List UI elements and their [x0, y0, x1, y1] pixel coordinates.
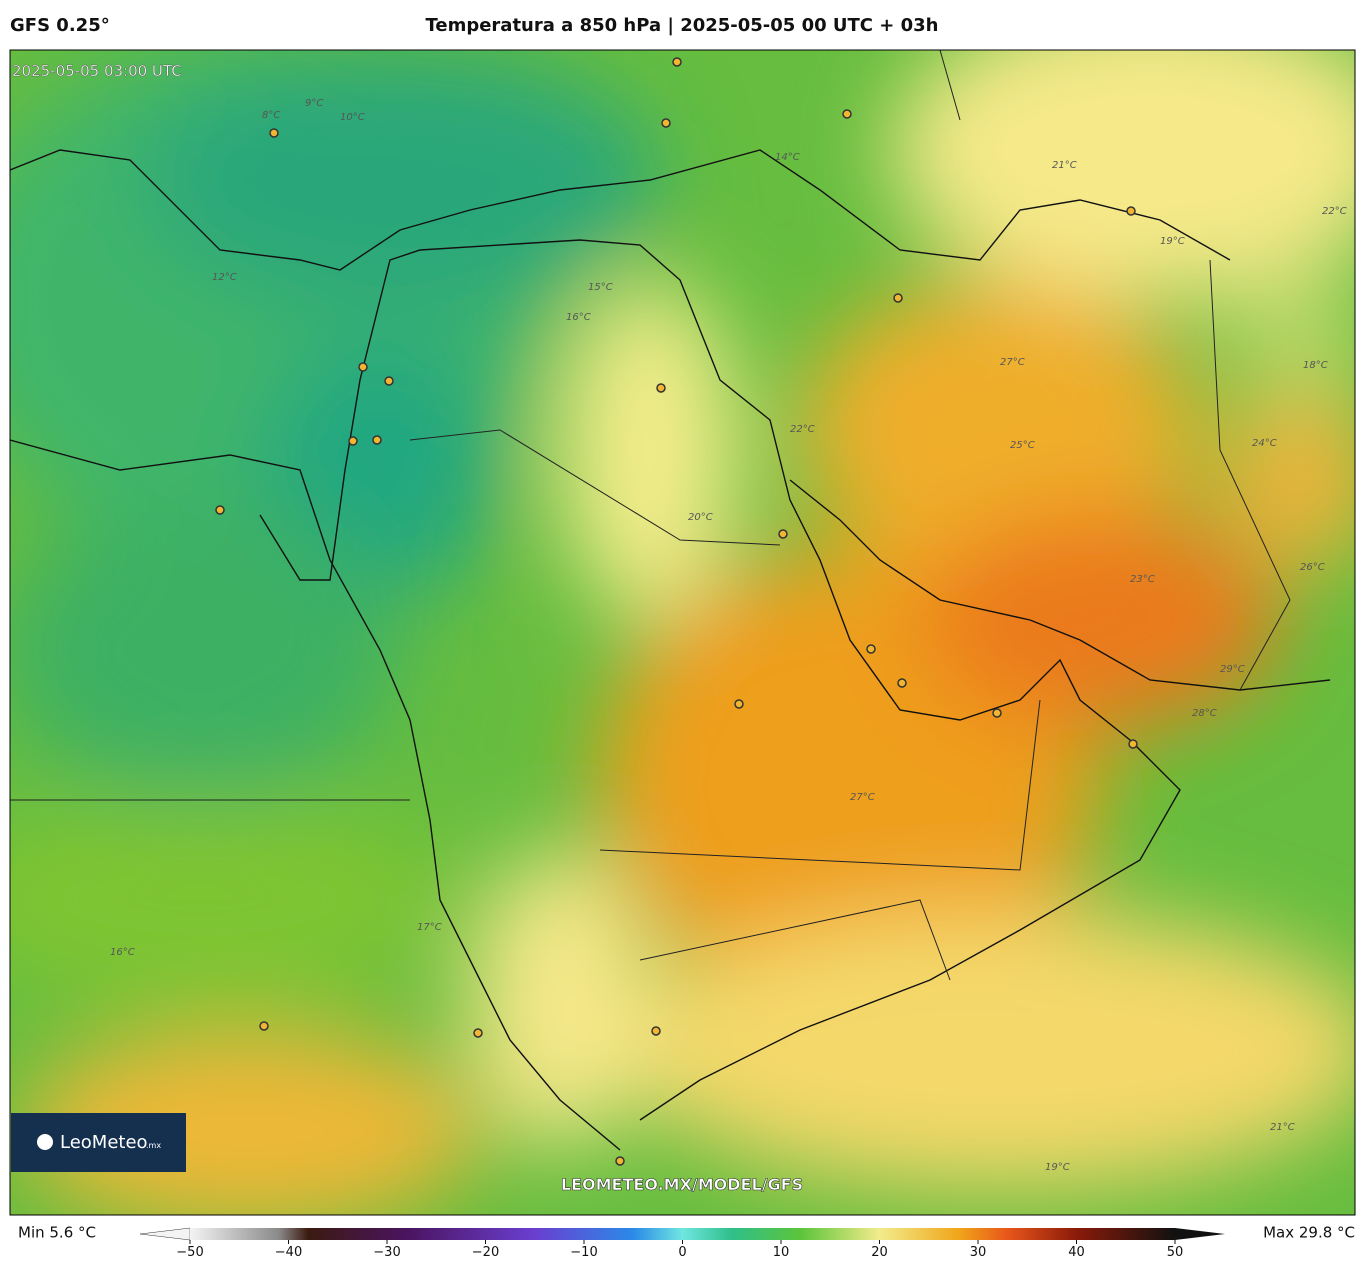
contour-label: 19°C — [1045, 1162, 1070, 1173]
contour-label: 29°C — [1220, 664, 1245, 675]
colorbar-tick-label: −30 — [373, 1245, 400, 1260]
valid-time: 2025-05-05 03:00 UTC — [12, 62, 182, 80]
contour-label: 12°C — [212, 272, 237, 283]
colorbar-tick-label: −50 — [176, 1245, 203, 1260]
logo: LeoMeteo .mx — [11, 1113, 186, 1172]
contour-label: 19°C — [1160, 236, 1185, 247]
contour-label: 25°C — [1010, 440, 1035, 451]
contour-label: 16°C — [110, 947, 135, 958]
contour-label: 21°C — [1270, 1122, 1295, 1133]
colorbar-tick-label: −20 — [472, 1245, 499, 1260]
contour-label: 10°C — [340, 112, 365, 123]
coastline — [10, 149, 1231, 271]
contour-label: 22°C — [1322, 206, 1347, 217]
contour-label: 14°C — [775, 152, 800, 163]
contour-label: 20°C — [688, 512, 713, 523]
coastline — [259, 239, 1181, 1121]
contour-label: 17°C — [417, 922, 442, 933]
contour-label: 15°C — [588, 282, 613, 293]
colorbar-tick-label: 30 — [970, 1245, 987, 1260]
contour-label: 27°C — [850, 792, 875, 803]
contour-label: 27°C — [1000, 357, 1025, 368]
contour-label: 16°C — [566, 312, 591, 323]
coastline — [789, 479, 1331, 691]
max-label: Max 29.8 °C — [1263, 1224, 1355, 1242]
colorbar-tick-label: 40 — [1068, 1245, 1085, 1260]
colorbar-tick-label: 50 — [1167, 1245, 1184, 1260]
contour-label: 26°C — [1300, 562, 1325, 573]
contour-label: 9°C — [305, 98, 323, 109]
logo-name: LeoMeteo — [60, 1132, 148, 1153]
contour-label: 23°C — [1130, 574, 1155, 585]
colorbar: −50 −40 −30 −20 −10 0 10 20 30 40 50 — [139, 1227, 1225, 1260]
cities — [215, 57, 1138, 1166]
map-frame — [9, 49, 1356, 1216]
colorbar-tick-label: 10 — [773, 1245, 790, 1260]
model-name: GFS 0.25° — [10, 15, 110, 36]
min-label: Min 5.6 °C — [18, 1224, 96, 1242]
contour-label: 8°C — [262, 110, 280, 121]
coastline — [10, 439, 621, 1151]
logo-suffix: .mx — [146, 1141, 161, 1150]
colorbar-tick-label: −40 — [275, 1245, 302, 1260]
colorbar-tick-label: 20 — [871, 1245, 888, 1260]
contour-label: 22°C — [790, 424, 815, 435]
contour-label: 18°C — [1303, 360, 1328, 371]
colorbar-tick-label: 0 — [678, 1245, 686, 1260]
map: 8°C 9°C 10°C 12°C 14°C 15°C 16°C 17°C 18°C 19°C 20… — [10, 50, 1355, 1215]
border — [10, 50, 1291, 981]
contour-labels: 8°C 9°C 10°C 12°C 14°C 15°C 16°C 17°C 18°C 19°C 20… — [110, 98, 1347, 1173]
contour-label: 21°C — [1052, 160, 1077, 171]
contour-label: 24°C — [1252, 438, 1277, 449]
colorbar-tick-label: −10 — [570, 1245, 597, 1260]
contour-label: 28°C — [1192, 708, 1217, 719]
map-title: Temperatura a 850 hPa | 2025-05-05 00 UT… — [425, 15, 938, 36]
watermark: LEOMETEO.MX/MODEL/GFS — [561, 1175, 803, 1194]
